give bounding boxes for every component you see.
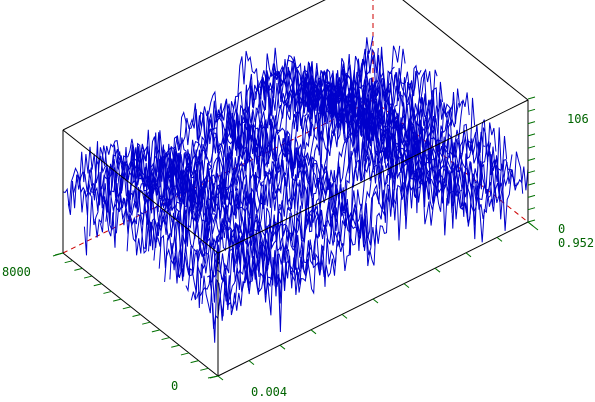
y-tick [74, 267, 83, 271]
y-tick [132, 314, 141, 317]
y-tick [151, 329, 160, 333]
y-tick [122, 306, 131, 310]
y-max-label: 8000 [2, 265, 31, 279]
y-tick [83, 275, 93, 279]
y-min-axis-tick [207, 375, 219, 379]
y-tick [64, 260, 73, 264]
y-tick [190, 360, 199, 364]
right-top-edge [402, 0, 529, 101]
y-tick [171, 344, 180, 348]
z-tick [527, 158, 536, 161]
y-tick [93, 283, 102, 287]
x-tick [310, 329, 317, 335]
y-tick [200, 367, 209, 371]
x-tick [403, 283, 410, 288]
y-tick [161, 337, 170, 341]
surface-line [164, 97, 476, 284]
y-max-axis-tick [52, 252, 64, 257]
surface-lines [62, 35, 529, 343]
front-top-edge [217, 99, 529, 254]
x-tick [496, 237, 503, 242]
y-tick [142, 321, 151, 325]
z-tick [527, 108, 536, 112]
z-tick [527, 96, 536, 100]
z-tick [527, 133, 536, 137]
z-tick [527, 182, 536, 186]
z-max-label: 106 [567, 112, 589, 126]
x-max-label: 0.952 [558, 236, 594, 250]
y-min-label: 0 [171, 379, 178, 393]
z-tick [527, 207, 536, 211]
y-tick [180, 352, 190, 356]
back-top-edge [62, 0, 326, 131]
x-tick [434, 267, 441, 273]
x-tick [465, 252, 472, 258]
y-tick [103, 290, 112, 294]
z-tick [527, 170, 536, 174]
z-min-label: 0 [558, 222, 565, 236]
left-top-edge [62, 129, 219, 254]
x-tick [279, 344, 286, 350]
z-tick [527, 121, 536, 125]
surface-line [217, 166, 529, 333]
surface-line [212, 151, 524, 343]
surface-line [207, 155, 518, 329]
z-tick [527, 194, 536, 198]
x-tick [341, 314, 348, 319]
z-tick [527, 145, 536, 149]
x-tick [372, 298, 379, 304]
axis-ticks [52, 96, 539, 381]
z-tick [527, 219, 536, 223]
y-tick [113, 298, 122, 302]
x-min-label: 0.004 [251, 385, 287, 399]
x-tick [248, 360, 255, 365]
x-max-axis-tick [527, 221, 539, 231]
surface-line [62, 35, 374, 209]
surface-line [132, 81, 443, 256]
x-tick [217, 375, 224, 381]
